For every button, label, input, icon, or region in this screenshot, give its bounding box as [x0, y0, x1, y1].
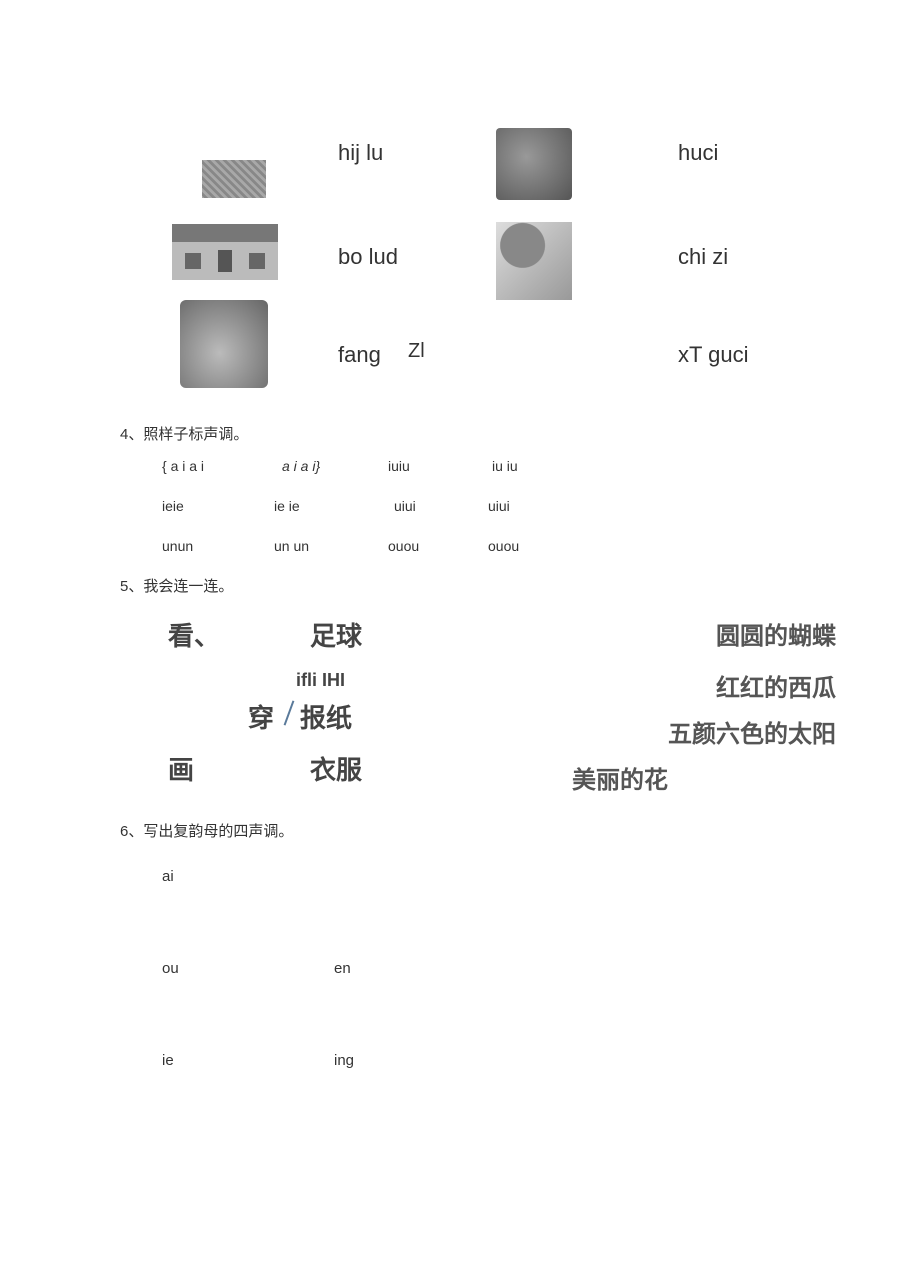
match-row-3-left-img — [180, 300, 268, 388]
q5-right-2: 红红的西瓜 — [716, 668, 836, 703]
q4-grid-r0c1: a i a i} — [282, 458, 320, 474]
match-row-2-right-text: chi zi — [678, 244, 728, 270]
match-row-3-left-text-b: Zl — [408, 340, 425, 363]
q6-item-3-right: ing — [334, 1052, 354, 1069]
q6-item-2-right: en — [334, 960, 351, 977]
match-row-1-right-img — [496, 128, 572, 200]
q4-grid-r1c3: uiui — [488, 498, 510, 514]
q4-grid-r2c0: unun — [162, 538, 193, 554]
q4-number: 4、照样子标声调。 — [120, 423, 248, 444]
match-row-2-left-text: bo lud — [338, 244, 398, 270]
q6-item-1-left: ai — [162, 868, 174, 885]
q4-grid-r1c2: uiui — [394, 498, 416, 514]
q6-item-3-left: ie — [162, 1052, 174, 1069]
q4-grid-r0c3: iu iu — [492, 458, 518, 474]
q5-right-1: 圆圆的蝴蝶 — [716, 616, 836, 651]
match-row-2-right-img — [496, 222, 572, 300]
match-row-3-right-text: xT guci — [678, 342, 749, 368]
match-row-2-left-img — [172, 224, 278, 280]
q6-item-2-left: ou — [162, 960, 179, 977]
q4-grid-r0c0: { a i a i — [162, 458, 204, 474]
q5-left-1a: 看、 — [168, 616, 220, 653]
q5-left-2c: ifli IHI — [296, 670, 345, 691]
q4-grid-r2c1: un un — [274, 538, 309, 554]
q4-grid-r0c2: iuiu — [388, 458, 410, 474]
q4-grid-r1c0: ieie — [162, 498, 184, 514]
match-row-1-right-text: huci — [678, 140, 718, 166]
match-row-3-left-text-a: fang — [338, 342, 381, 368]
q4-grid-r1c1: ie ie — [274, 498, 300, 514]
q5-left-3a: 穿 — [248, 698, 274, 735]
q5-right-4: 美丽的花 — [572, 760, 668, 795]
q5-left-4a: 画 — [168, 750, 194, 787]
q5-left-3b: 报纸 — [300, 698, 352, 735]
q5-right-3: 五颜六色的太阳 — [668, 714, 836, 749]
q6-number: 6、写出复韵母的四声调。 — [120, 820, 293, 841]
q4-grid-r2c2: ouou — [388, 538, 419, 554]
q4-grid-r2c3: ouou — [488, 538, 519, 554]
q5-number: 5、我会连一连。 — [120, 575, 233, 596]
q5-left-4b: 衣服 — [310, 750, 362, 787]
q5-left-1b: 足球 — [310, 616, 362, 653]
match-row-1-left-img — [202, 160, 266, 198]
q5-slash-icon — [282, 700, 296, 724]
match-row-1-left-text: hij lu — [338, 140, 383, 166]
